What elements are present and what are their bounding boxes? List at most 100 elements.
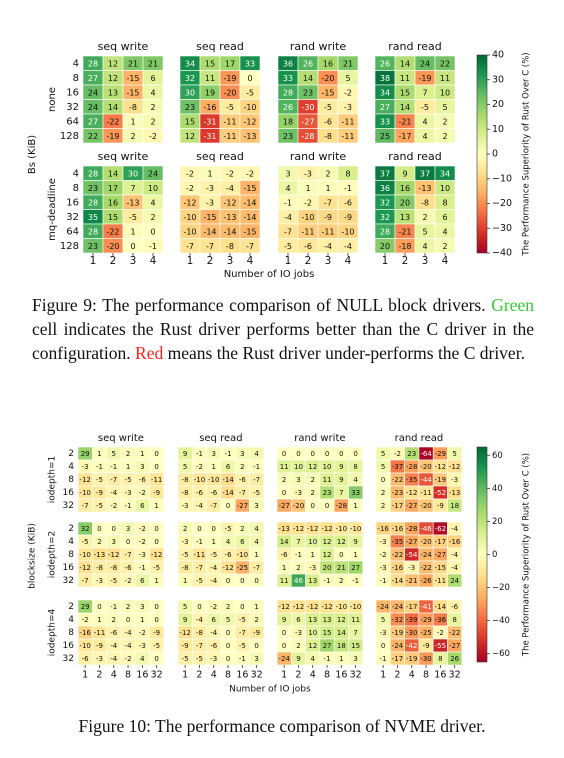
cell-label: 10 bbox=[440, 184, 450, 193]
y-tick-label: 4 bbox=[73, 58, 79, 69]
cell-label: -19 bbox=[392, 629, 403, 637]
cell-label: -4 bbox=[196, 616, 204, 624]
cell-label: 3 bbox=[240, 450, 244, 458]
x-tick-label: 4 bbox=[150, 255, 157, 267]
cell-label: 1 bbox=[212, 538, 216, 546]
cell-label: 4 bbox=[422, 117, 427, 126]
cell-label: 3 bbox=[140, 463, 144, 471]
x-tick-label: 16 bbox=[434, 670, 446, 681]
cell-label: -3 bbox=[139, 551, 146, 559]
cell-label: -11 bbox=[341, 117, 354, 126]
x-tick-label: 1 bbox=[382, 255, 389, 267]
cell-label: 0 bbox=[311, 502, 315, 510]
cell-label: -4 bbox=[110, 489, 118, 497]
cell-label: 32 bbox=[380, 213, 390, 222]
cell-label: -2 bbox=[139, 629, 146, 637]
cell-label: 2 bbox=[126, 603, 130, 611]
heat-cell bbox=[142, 128, 164, 144]
cell-label: -10 bbox=[79, 642, 90, 650]
cell-label: -19 bbox=[223, 74, 236, 83]
cell-label: -14 bbox=[435, 603, 447, 611]
cell-label: -10 bbox=[183, 227, 196, 236]
cell-label: 2 bbox=[339, 577, 343, 585]
cell-label: 3 bbox=[285, 169, 290, 178]
cell-label: -12 bbox=[243, 117, 256, 126]
cell-label: 38 bbox=[380, 74, 390, 83]
cell-label: -13 bbox=[223, 213, 236, 222]
cell-label: 11 bbox=[400, 74, 410, 83]
cell-label: -24 bbox=[392, 603, 404, 611]
cell-label: 34 bbox=[185, 59, 195, 68]
cell-label: -19 bbox=[418, 74, 431, 83]
cell-label: 10 bbox=[294, 463, 303, 471]
cell-label: 5 bbox=[381, 616, 385, 624]
colorbar-tick-label: 40 bbox=[492, 50, 504, 61]
cell-label: -5 bbox=[96, 502, 103, 510]
cell-label: 7 bbox=[296, 538, 300, 546]
cell-label: -11 bbox=[301, 227, 314, 236]
cell-label: 24 bbox=[450, 577, 459, 585]
cell-label: 2 bbox=[442, 242, 447, 251]
cell-label: 2 bbox=[442, 132, 447, 141]
cell-label: -29 bbox=[420, 616, 431, 624]
cell-label: 1 bbox=[140, 450, 144, 458]
y-tick-label: 32 bbox=[63, 654, 74, 664]
panel-title: rand write bbox=[294, 433, 345, 444]
cell-label: -11 bbox=[94, 629, 105, 637]
cell-label: -4 bbox=[451, 551, 459, 559]
cell-label: -10 bbox=[208, 476, 219, 484]
cell-label: 0 bbox=[381, 642, 385, 650]
caption-text: means the Rust driver under-performs the… bbox=[163, 343, 525, 363]
cell-label: -10 bbox=[243, 103, 256, 112]
cell-label: 33 bbox=[283, 74, 293, 83]
colorbar-tick-label: 20 bbox=[492, 99, 504, 110]
cell-label: 23 bbox=[407, 450, 416, 458]
cell-label: 0 bbox=[339, 450, 343, 458]
cell-label: -12 bbox=[223, 198, 236, 207]
cell-label: -17 bbox=[398, 132, 411, 141]
cell-label: 16 bbox=[323, 59, 333, 68]
cell-label: 18 bbox=[283, 117, 293, 126]
heat-cell bbox=[337, 128, 359, 144]
x-tick-label: 8 bbox=[324, 670, 330, 681]
cell-label: -5 bbox=[96, 476, 103, 484]
cell-label: 5 bbox=[381, 463, 385, 471]
cell-label: -7 bbox=[206, 242, 214, 251]
cell-label: 11 bbox=[280, 577, 289, 585]
colorbar-label: The Performance Superiority of Rust Over… bbox=[522, 52, 532, 256]
cell-label: 15 bbox=[108, 213, 118, 222]
cell-label: -14 bbox=[243, 198, 256, 207]
cell-label: 21 bbox=[148, 59, 158, 68]
cell-label: 0 bbox=[254, 577, 258, 585]
cell-label: 1 bbox=[282, 564, 286, 572]
cell-label: -16 bbox=[203, 103, 216, 112]
cell-label: -5 bbox=[225, 525, 232, 533]
cell-label: 20 bbox=[323, 564, 332, 572]
cell-label: -30 bbox=[420, 655, 431, 663]
cell-label: -13 bbox=[94, 551, 105, 559]
cell-label: -5 bbox=[129, 213, 137, 222]
panel-title: rand read bbox=[388, 150, 442, 163]
cell-label: 4 bbox=[422, 242, 427, 251]
x-tick-label: 2 bbox=[305, 255, 312, 267]
cell-label: -6 bbox=[210, 489, 218, 497]
cell-label: -9 bbox=[96, 489, 103, 497]
cell-label: -8 bbox=[421, 198, 429, 207]
cell-label: -10 bbox=[301, 213, 314, 222]
cell-label: 4 bbox=[353, 476, 358, 484]
cell-label: 1 bbox=[154, 502, 158, 510]
caption-text: Figure 9: The performance comparison of … bbox=[32, 295, 492, 315]
cell-label: -27 bbox=[301, 117, 314, 126]
cell-label: -28 bbox=[406, 463, 417, 471]
cell-label: -8 bbox=[182, 564, 189, 572]
y-tick-label: 128 bbox=[60, 241, 79, 252]
cell-label: -12 bbox=[108, 551, 119, 559]
cell-label: -15 bbox=[435, 564, 446, 572]
x-tick-label: 16 bbox=[335, 670, 347, 681]
cell-label: 0 bbox=[381, 476, 385, 484]
cell-label: 20 bbox=[400, 198, 410, 207]
cell-label: -15 bbox=[243, 227, 256, 236]
cell-label: 25 bbox=[380, 132, 390, 141]
cell-label: 0 bbox=[254, 642, 258, 650]
